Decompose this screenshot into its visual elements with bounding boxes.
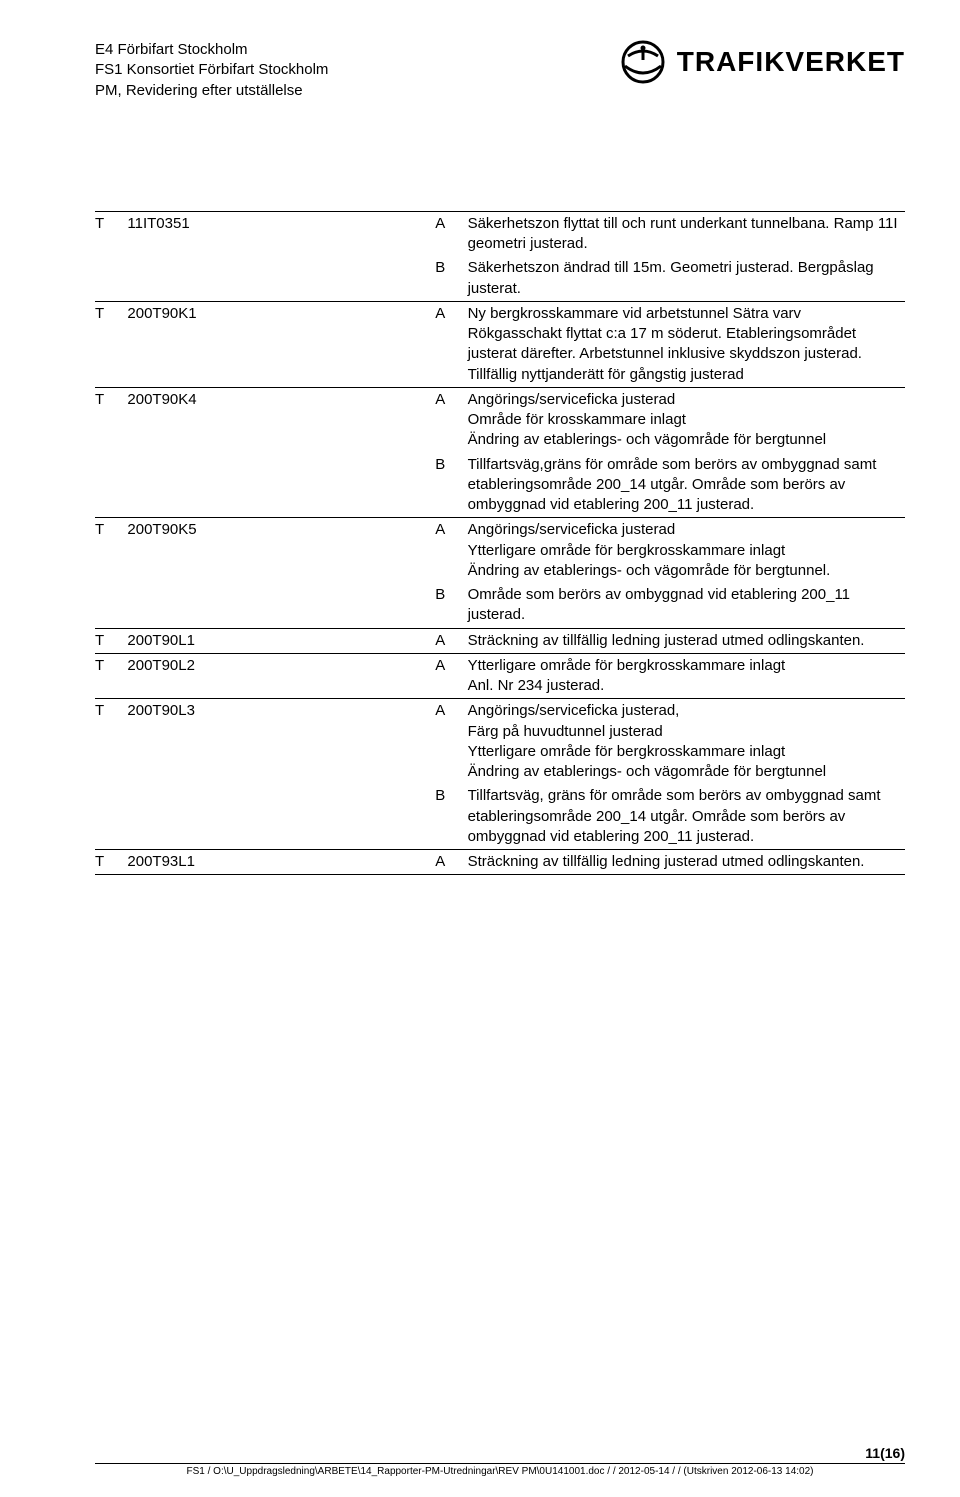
header-line-1: E4 Förbifart Stockholm — [95, 40, 328, 60]
cell-id: 200T90L2 — [127, 653, 435, 699]
cell-id: 11IT0351 — [127, 211, 435, 256]
table-row: T200T90K4AAngörings/serviceficka justera… — [95, 387, 905, 452]
page-number: 11(16) — [95, 1445, 905, 1461]
cell-id: 200T93L1 — [127, 850, 435, 875]
cell-t: T — [95, 518, 127, 583]
cell-code: A — [435, 699, 467, 785]
cell-code: B — [435, 256, 467, 301]
page-header: E4 Förbifart Stockholm FS1 Konsortiet Fö… — [95, 40, 905, 101]
cell-id — [127, 256, 435, 301]
table-row: T200T90K5AAngörings/serviceficka justera… — [95, 518, 905, 583]
cell-desc: Ytterligare område för bergkrosskammare … — [468, 653, 905, 699]
cell-code: B — [435, 583, 467, 628]
cell-code: B — [435, 784, 467, 849]
cell-desc: Säkerhetszon ändrad till 15m. Geometri j… — [468, 256, 905, 301]
table-row: T200T90L1ASträckning av tillfällig ledni… — [95, 628, 905, 653]
cell-t — [95, 256, 127, 301]
cell-desc: Angörings/serviceficka justerad, Färg på… — [468, 699, 905, 785]
cell-code: A — [435, 211, 467, 256]
header-project-info: E4 Förbifart Stockholm FS1 Konsortiet Fö… — [95, 40, 328, 101]
table-row: BTillfartsväg,gräns för område som berör… — [95, 453, 905, 518]
cell-t: T — [95, 850, 127, 875]
cell-id — [127, 784, 435, 849]
cell-id: 200T90L1 — [127, 628, 435, 653]
cell-t — [95, 453, 127, 518]
trafikverket-logo-icon — [621, 40, 665, 84]
cell-desc: Sträckning av tillfällig ledning justera… — [468, 850, 905, 875]
table-row: T200T90L3AAngörings/serviceficka justera… — [95, 699, 905, 785]
cell-id: 200T90L3 — [127, 699, 435, 785]
cell-t: T — [95, 699, 127, 785]
page: E4 Förbifart Stockholm FS1 Konsortiet Fö… — [0, 0, 960, 1497]
cell-code: B — [435, 453, 467, 518]
cell-t: T — [95, 387, 127, 452]
revision-table: T11IT0351ASäkerhetszon flyttat till och … — [95, 211, 905, 876]
table-row: BTillfartsväg, gräns för område som berö… — [95, 784, 905, 849]
cell-desc: Tillfartsväg,gräns för område som berörs… — [468, 453, 905, 518]
header-logo: TRAFIKVERKET — [621, 40, 905, 84]
cell-id: 200T90K4 — [127, 387, 435, 452]
table-row: T11IT0351ASäkerhetszon flyttat till och … — [95, 211, 905, 256]
cell-desc: Ny bergkrosskammare vid arbetstunnel Sät… — [468, 301, 905, 387]
cell-desc: Sträckning av tillfällig ledning justera… — [468, 628, 905, 653]
cell-id — [127, 583, 435, 628]
cell-id: 200T90K1 — [127, 301, 435, 387]
table-row: T200T90L2AYtterligare område för bergkro… — [95, 653, 905, 699]
cell-t: T — [95, 211, 127, 256]
cell-code: A — [435, 653, 467, 699]
cell-code: A — [435, 301, 467, 387]
cell-t: T — [95, 653, 127, 699]
table-row: T200T90K1ANy bergkrosskammare vid arbets… — [95, 301, 905, 387]
trafikverket-logo-text: TRAFIKVERKET — [677, 46, 905, 78]
cell-desc: Angörings/serviceficka justerad Område f… — [468, 387, 905, 452]
cell-desc: Säkerhetszon flyttat till och runt under… — [468, 211, 905, 256]
cell-id — [127, 453, 435, 518]
cell-t — [95, 583, 127, 628]
cell-code: A — [435, 518, 467, 583]
cell-id: 200T90K5 — [127, 518, 435, 583]
cell-t — [95, 784, 127, 849]
cell-desc: Område som berörs av ombyggnad vid etabl… — [468, 583, 905, 628]
cell-t: T — [95, 628, 127, 653]
header-line-3: PM, Revidering efter utställelse — [95, 81, 328, 101]
header-line-2: FS1 Konsortiet Förbifart Stockholm — [95, 60, 328, 80]
table-row: BSäkerhetszon ändrad till 15m. Geometri … — [95, 256, 905, 301]
table-row: T200T93L1ASträckning av tillfällig ledni… — [95, 850, 905, 875]
cell-desc: Angörings/serviceficka justerad Ytterlig… — [468, 518, 905, 583]
cell-code: A — [435, 387, 467, 452]
cell-desc: Tillfartsväg, gräns för område som berör… — [468, 784, 905, 849]
page-footer: 11(16) FS1 / O:\U_Uppdragsledning\ARBETE… — [95, 1445, 905, 1477]
cell-code: A — [435, 628, 467, 653]
cell-t: T — [95, 301, 127, 387]
table-row: BOmråde som berörs av ombyggnad vid etab… — [95, 583, 905, 628]
footer-path: FS1 / O:\U_Uppdragsledning\ARBETE\14_Rap… — [95, 1463, 905, 1477]
cell-code: A — [435, 850, 467, 875]
